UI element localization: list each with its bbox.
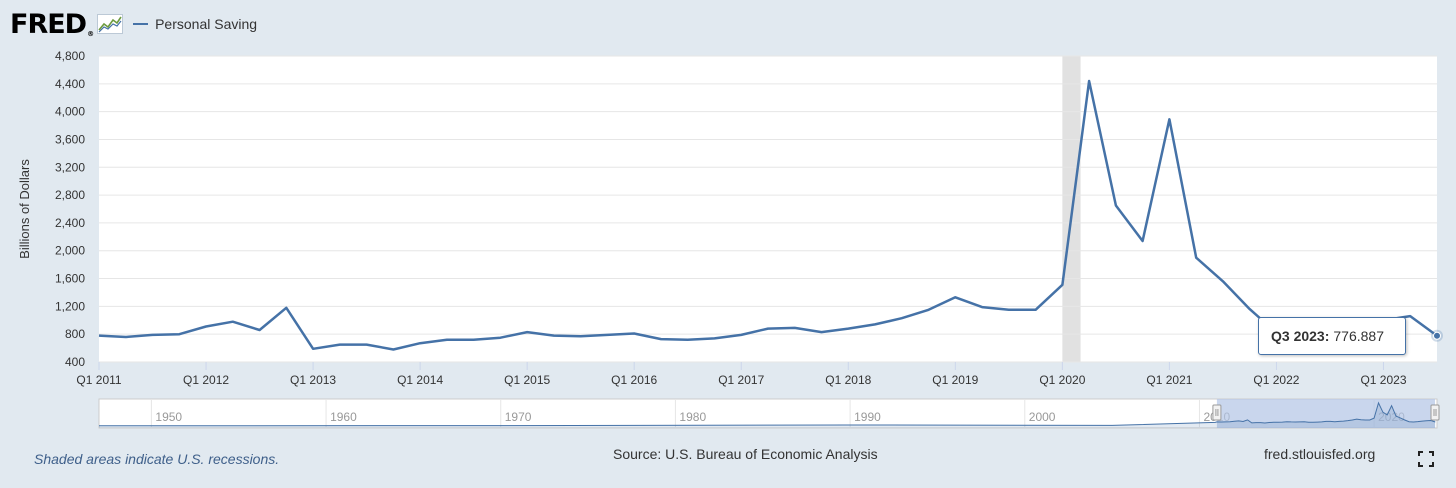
navigator-label: 2000 bbox=[1029, 410, 1056, 424]
y-tick-label: 4,800 bbox=[55, 49, 85, 63]
gridlines bbox=[99, 55, 1437, 363]
navigator-right-handle[interactable] bbox=[1430, 404, 1440, 421]
navigator-left-handle[interactable] bbox=[1212, 404, 1222, 421]
x-tick-label: Q1 2018 bbox=[825, 373, 871, 387]
handle-body[interactable] bbox=[1212, 404, 1222, 421]
navigator-series-line bbox=[98, 401, 1436, 427]
x-tick-label: Q1 2014 bbox=[397, 373, 443, 387]
plot-background bbox=[99, 56, 1437, 362]
navigator[interactable]: 19501960197019801990200020102020 bbox=[98, 398, 1440, 429]
x-tick-label: Q1 2020 bbox=[1039, 373, 1085, 387]
x-tick-label: Q1 2023 bbox=[1360, 373, 1406, 387]
y-tick-label: 2,800 bbox=[55, 188, 85, 202]
x-tick-label: Q1 2021 bbox=[1146, 373, 1192, 387]
x-tick-label: Q1 2022 bbox=[1253, 373, 1299, 387]
navigator-label: 1960 bbox=[330, 410, 357, 424]
fred-logo-registered-mark: ® bbox=[87, 29, 94, 38]
y-tick-label: 2,000 bbox=[55, 244, 85, 258]
y-tick-label: 1,600 bbox=[55, 272, 85, 286]
chart-header: FRED® Personal Saving bbox=[10, 8, 257, 40]
x-tick-label: Q1 2015 bbox=[504, 373, 550, 387]
x-tick-label: Q1 2011 bbox=[76, 373, 121, 387]
y-tick-label: 400 bbox=[65, 355, 85, 369]
y-tick-label: 800 bbox=[65, 327, 85, 341]
y-tick-label: 1,200 bbox=[55, 299, 85, 313]
tooltip-value: 776.887 bbox=[1333, 328, 1384, 344]
fred-logo[interactable]: FRED® bbox=[10, 8, 94, 40]
hover-point[interactable] bbox=[1433, 331, 1441, 340]
series-personal-saving[interactable] bbox=[98, 79, 1443, 351]
tooltip: Q3 2023: 776.887 bbox=[1258, 317, 1406, 355]
y-tick-label: 3,200 bbox=[55, 160, 85, 174]
x-tick-label: Q1 2013 bbox=[290, 373, 336, 387]
legend-label: Personal Saving bbox=[155, 16, 258, 32]
handle-body[interactable] bbox=[1430, 404, 1440, 421]
x-tick-label: Q1 2017 bbox=[718, 373, 764, 387]
tooltip-label: Q3 2023: bbox=[1271, 328, 1330, 344]
fred-graph-icon bbox=[97, 14, 124, 34]
series-line[interactable] bbox=[98, 79, 1438, 351]
y-tick-label: 4,400 bbox=[55, 77, 85, 91]
navigator-label: 1970 bbox=[505, 410, 532, 424]
x-tick-label: Q1 2019 bbox=[932, 373, 978, 387]
y-tick-label: 4,000 bbox=[55, 105, 85, 119]
y-tick-label: 3,600 bbox=[55, 132, 85, 146]
y-tick-label: 2,400 bbox=[55, 216, 85, 230]
source-text: Source: U.S. Bureau of Economic Analysis bbox=[613, 446, 878, 462]
y-axis-ticks: 400 800 1,200 1,600 2,000 2,400 2,800 3,200 3,60… bbox=[55, 49, 85, 369]
navigator-label: 1950 bbox=[155, 410, 182, 424]
legend-swatch bbox=[133, 23, 149, 25]
fred-logo-text: FRED bbox=[10, 8, 87, 40]
legend-item[interactable]: Personal Saving bbox=[133, 16, 257, 32]
x-tick-label: Q1 2016 bbox=[611, 373, 657, 387]
fullscreen-icon[interactable] bbox=[1418, 451, 1434, 467]
x-axis-ticks: Q1 2011 Q1 2012 Q1 2013 Q1 2014 Q1 2015 Q1 20… bbox=[76, 362, 1407, 387]
fred-url-link[interactable]: fred.stlouisfed.org bbox=[1264, 446, 1376, 462]
navigator-label: 1990 bbox=[854, 410, 881, 424]
navigator-area bbox=[99, 402, 1436, 428]
recession-note: Shaded areas indicate U.S. recessions. bbox=[34, 451, 280, 467]
x-tick-label: Q1 2012 bbox=[183, 373, 229, 387]
y-axis-label: Billions of Dollars bbox=[17, 159, 32, 259]
navigator-label: 1980 bbox=[679, 410, 706, 424]
